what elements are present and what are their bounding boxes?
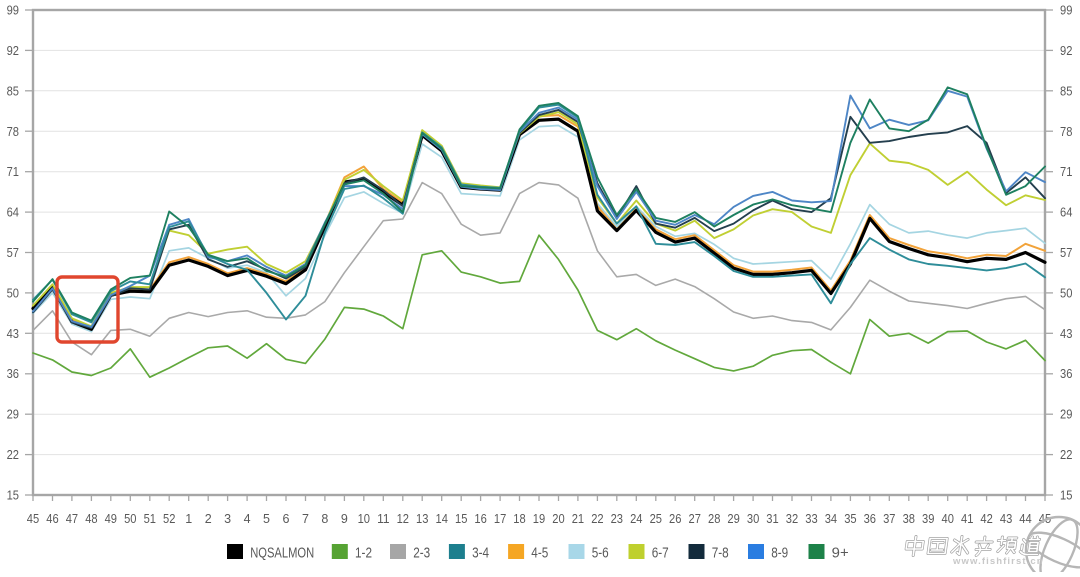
svg-text:34: 34	[825, 512, 837, 526]
svg-text:48: 48	[85, 512, 97, 526]
svg-text:43: 43	[1060, 327, 1072, 341]
svg-text:64: 64	[1060, 206, 1072, 220]
svg-text:57: 57	[1060, 246, 1072, 260]
svg-text:78: 78	[1060, 125, 1072, 139]
svg-text:14: 14	[436, 512, 448, 526]
svg-text:36: 36	[1060, 367, 1072, 381]
svg-text:78: 78	[7, 125, 19, 139]
svg-text:22: 22	[591, 512, 603, 526]
svg-text:29: 29	[727, 512, 739, 526]
svg-text:26: 26	[669, 512, 681, 526]
svg-text:22: 22	[1060, 448, 1072, 462]
svg-text:9+: 9+	[832, 546, 849, 562]
svg-text:92: 92	[7, 44, 19, 58]
svg-text:9: 9	[341, 512, 348, 526]
svg-text:6: 6	[283, 512, 290, 526]
svg-text:40: 40	[942, 512, 954, 526]
svg-text:1-2: 1-2	[355, 546, 372, 562]
svg-text:31: 31	[766, 512, 778, 526]
svg-text:28: 28	[708, 512, 720, 526]
svg-text:8: 8	[321, 512, 328, 526]
svg-text:4-5: 4-5	[531, 546, 548, 562]
svg-text:15: 15	[7, 489, 19, 503]
svg-text:47: 47	[66, 512, 78, 526]
svg-text:29: 29	[7, 408, 19, 422]
svg-text:3: 3	[224, 512, 231, 526]
svg-text:49: 49	[105, 512, 117, 526]
svg-text:13: 13	[416, 512, 428, 526]
svg-text:43: 43	[1000, 512, 1012, 526]
svg-text:7: 7	[302, 512, 309, 526]
svg-text:71: 71	[1060, 165, 1072, 179]
svg-text:12: 12	[397, 512, 409, 526]
svg-text:46: 46	[46, 512, 58, 526]
svg-text:50: 50	[124, 512, 136, 526]
svg-text:21: 21	[572, 512, 584, 526]
svg-text:30: 30	[747, 512, 759, 526]
svg-text:85: 85	[7, 84, 19, 98]
svg-text:20: 20	[552, 512, 564, 526]
svg-text:85: 85	[1060, 84, 1072, 98]
svg-text:50: 50	[1060, 286, 1072, 300]
svg-text:38: 38	[903, 512, 915, 526]
svg-text:7-8: 7-8	[712, 546, 729, 562]
svg-text:10: 10	[358, 512, 370, 526]
svg-text:41: 41	[961, 512, 973, 526]
svg-text:17: 17	[494, 512, 506, 526]
svg-text:35: 35	[844, 512, 856, 526]
svg-text:2: 2	[205, 512, 212, 526]
svg-text:44: 44	[1019, 512, 1031, 526]
svg-text:11: 11	[377, 512, 389, 526]
svg-text:3-4: 3-4	[472, 546, 489, 562]
svg-text:15: 15	[455, 512, 467, 526]
svg-text:18: 18	[513, 512, 525, 526]
svg-text:99: 99	[7, 4, 19, 18]
svg-text:33: 33	[805, 512, 817, 526]
svg-text:19: 19	[533, 512, 545, 526]
svg-text:45: 45	[27, 512, 39, 526]
svg-text:6-7: 6-7	[652, 546, 669, 562]
svg-text:42: 42	[980, 512, 992, 526]
svg-text:43: 43	[7, 327, 19, 341]
svg-text:23: 23	[611, 512, 623, 526]
svg-text:64: 64	[7, 206, 19, 220]
svg-text:36: 36	[7, 367, 19, 381]
svg-text:24: 24	[630, 512, 642, 526]
svg-text:2-3: 2-3	[413, 546, 430, 562]
svg-text:15: 15	[1060, 489, 1072, 503]
svg-text:27: 27	[689, 512, 701, 526]
svg-text:8-9: 8-9	[771, 546, 788, 562]
svg-text:29: 29	[1060, 408, 1072, 422]
svg-text:5: 5	[263, 512, 270, 526]
svg-text:22: 22	[7, 448, 19, 462]
svg-text:4: 4	[244, 512, 251, 526]
svg-text:www.fishfirst.cn: www.fishfirst.cn	[952, 556, 1044, 567]
svg-text:37: 37	[883, 512, 895, 526]
svg-text:92: 92	[1060, 44, 1072, 58]
svg-text:39: 39	[922, 512, 934, 526]
svg-text:1: 1	[185, 512, 192, 526]
svg-text:50: 50	[7, 286, 19, 300]
svg-text:51: 51	[144, 512, 156, 526]
svg-text:25: 25	[650, 512, 662, 526]
svg-text:99: 99	[1060, 4, 1072, 18]
svg-text:52: 52	[163, 512, 175, 526]
svg-text:16: 16	[474, 512, 486, 526]
svg-text:NQSALMON: NQSALMON	[250, 546, 314, 562]
svg-text:32: 32	[786, 512, 798, 526]
svg-text:71: 71	[7, 165, 19, 179]
svg-text:5-6: 5-6	[592, 546, 609, 562]
svg-text:57: 57	[7, 246, 19, 260]
svg-text:36: 36	[864, 512, 876, 526]
